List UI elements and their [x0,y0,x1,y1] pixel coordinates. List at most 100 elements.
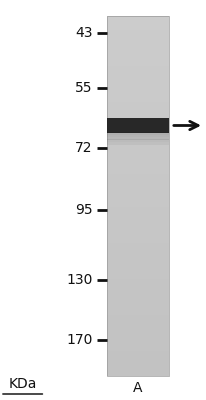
Bar [107,250,169,254]
Bar [107,23,169,27]
Bar [107,102,169,106]
Bar [107,66,169,70]
Text: 130: 130 [66,273,93,287]
Bar [107,236,169,239]
Bar [107,34,169,38]
Text: 55: 55 [75,81,93,95]
Bar [107,92,169,95]
Bar [107,174,169,178]
Bar [107,38,169,41]
Bar [107,146,169,149]
Bar [107,336,169,340]
Bar [107,156,169,160]
Bar [107,178,169,182]
Bar [107,74,169,77]
Bar [107,110,169,113]
Bar [107,351,169,354]
Bar [107,56,169,59]
Bar [107,257,169,261]
Bar [107,329,169,333]
Bar [107,210,169,214]
Bar [107,344,169,347]
Bar [107,218,169,221]
Bar [107,282,169,286]
Bar [107,153,169,156]
Bar [107,200,169,203]
Bar [107,124,169,128]
Text: KDa: KDa [8,377,37,391]
Bar [107,77,169,81]
Bar [107,290,169,293]
Text: A: A [133,381,143,395]
Bar [107,333,169,336]
Bar [107,232,169,236]
Bar [107,16,169,376]
Bar [107,268,169,272]
Bar [107,41,169,45]
Bar [107,99,169,102]
Bar [107,293,169,297]
Bar [107,318,169,322]
Bar [107,106,169,110]
Bar [107,189,169,192]
Bar [107,365,169,369]
Bar [107,20,169,23]
Bar [107,160,169,164]
Bar [107,16,169,20]
Text: 170: 170 [66,333,93,347]
Bar [107,340,169,344]
Bar [107,59,169,63]
Bar [107,196,169,200]
Bar [107,120,169,124]
Bar [107,135,169,138]
Bar [107,311,169,315]
Bar [107,225,169,228]
Bar [107,142,169,145]
Bar [107,315,169,318]
Bar [107,221,169,225]
Bar [107,300,169,304]
Bar [107,118,169,133]
Bar [107,297,169,300]
Bar [107,149,169,153]
Bar [107,239,169,243]
Bar [107,279,169,282]
Bar [107,45,169,48]
Bar [107,228,169,232]
Bar [107,254,169,257]
Bar [107,140,169,142]
Bar [107,70,169,74]
Bar [107,27,169,30]
Bar [107,243,169,246]
Bar [107,63,169,66]
Bar [107,264,169,268]
Bar [107,304,169,308]
Bar [107,308,169,311]
Bar [107,286,169,290]
Bar [107,138,169,142]
Bar [107,30,169,34]
Bar [107,88,169,92]
Bar [107,347,169,351]
Text: 72: 72 [75,141,93,155]
Bar [107,167,169,171]
Bar [107,128,169,131]
Bar [107,369,169,372]
Bar [107,52,169,56]
Bar [107,362,169,365]
Bar [107,95,169,99]
Bar [107,275,169,279]
Bar [107,214,169,218]
Bar [107,182,169,185]
Bar [107,203,169,207]
Bar [107,164,169,167]
Bar [107,261,169,264]
Bar [107,246,169,250]
Bar [107,372,169,376]
Bar [107,171,169,174]
Bar [107,272,169,275]
Bar [107,117,169,120]
Bar [107,81,169,84]
Bar [107,192,169,196]
Text: 43: 43 [75,26,93,40]
